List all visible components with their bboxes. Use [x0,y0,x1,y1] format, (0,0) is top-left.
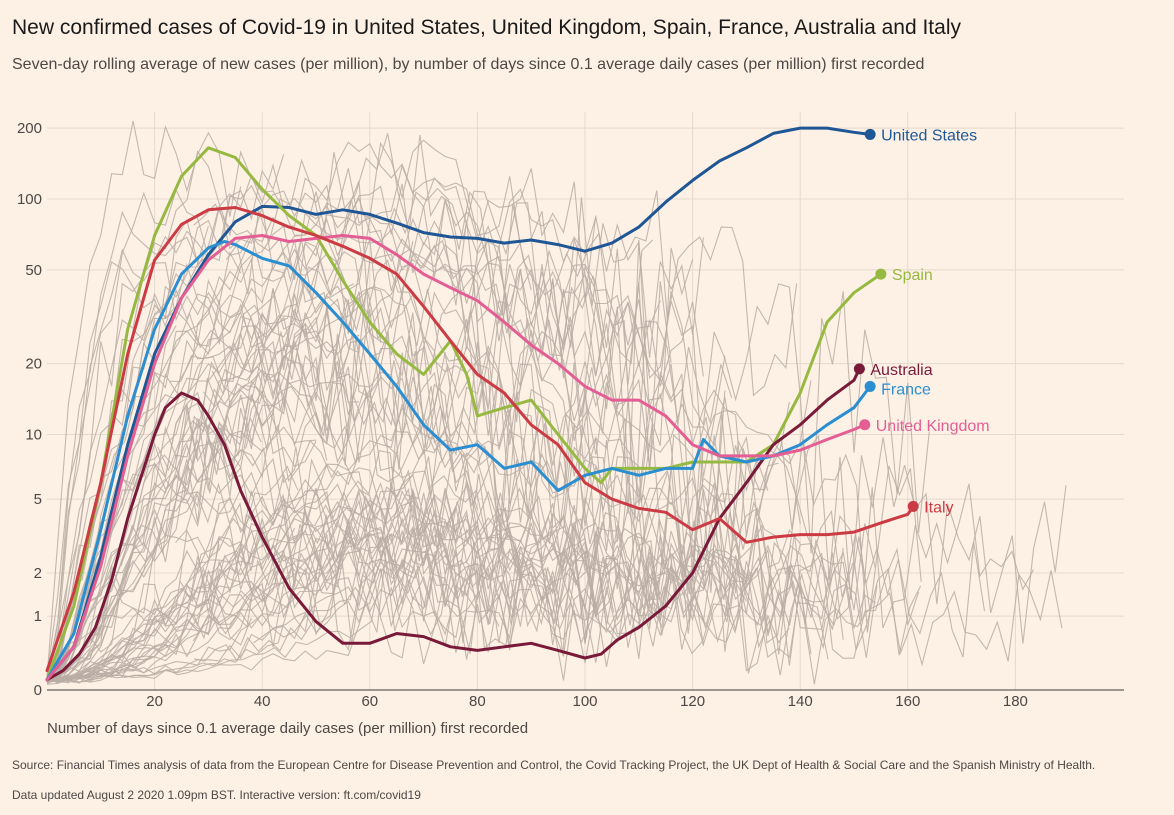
other-country-line [46,498,661,682]
other-country-line [46,354,747,685]
x-tick-label: 100 [572,693,597,710]
other-country-line [46,481,532,683]
series-label: France [881,381,931,398]
x-tick-label: 160 [895,693,920,710]
series-line-france [45,240,872,682]
source-note: Source: Financial Times analysis of data… [12,758,1096,772]
other-country-line [46,584,478,683]
series-line-united-kingdom [45,234,867,682]
chart-subtitle: Seven-day rolling average of new cases (… [12,56,925,73]
x-tick-label: 80 [469,693,486,710]
other-country-line [46,527,295,683]
x-tick-label: 60 [361,693,378,710]
series-label: Australia [870,362,932,379]
x-tick-label: 40 [254,693,271,710]
other-country-line [225,133,798,397]
update-note: Data updated August 2 2020 1.09pm BST. I… [12,788,421,802]
other-country-line [73,566,344,681]
other-country-line [46,467,457,682]
other-country-line [46,380,478,680]
x-axis-label: Number of days since 0.1 average daily c… [47,720,529,737]
series-label: Spain [892,267,933,284]
y-tick-label: 5 [34,491,42,508]
y-tick-label: 0 [34,682,42,699]
x-tick-label: 180 [1003,693,1028,710]
other-country-line [46,443,920,682]
other-country-line [46,261,554,677]
other-country-line [46,230,317,682]
other-country-line [46,214,651,681]
other-country-line [157,187,654,472]
other-country-line [46,471,597,683]
series-end-dot [907,500,919,512]
other-country-line [46,407,435,682]
series-label: Italy [924,499,953,516]
y-tick-label: 1 [34,608,42,625]
y-tick-label: 20 [25,356,42,373]
other-country-line [46,528,812,682]
x-tick-label: 20 [146,693,163,710]
other-country-line [46,248,801,680]
other-country-line [46,525,672,683]
series-end-dot [853,363,865,375]
x-tick-label: 120 [680,693,705,710]
other-country-line [46,473,747,682]
other-country-line [202,365,473,461]
x-tick-label: 140 [788,693,813,710]
other-country-line [46,163,672,678]
other-country-line [182,373,1035,629]
other-country-line [46,292,360,677]
other-country-line [169,354,408,457]
other-country-line [46,339,779,681]
other-country-line [90,422,986,658]
y-tick-label: 200 [17,120,42,137]
other-country-line [46,279,726,683]
other-country-line [200,549,1063,685]
series-end-dot [864,128,876,140]
other-country-line [46,262,704,681]
series-end-dot [859,419,871,431]
other-country-line [46,520,521,683]
series-end-dot [864,380,876,392]
series-line-spain [45,146,883,682]
y-tick-label: 100 [17,191,42,208]
series-end-dot [875,268,887,280]
chart-title: New confirmed cases of Covid-19 in Unite… [12,16,961,39]
other-country-line [123,549,878,679]
other-country-line [47,490,608,681]
y-tick-label: 10 [25,427,42,444]
other-country-line [46,490,877,685]
y-tick-label: 50 [25,262,42,279]
y-tick-label: 2 [34,565,42,582]
series-label: United Kingdom [876,418,990,435]
series-label: United States [881,127,977,144]
series-line-italy [45,206,915,673]
series-line-australia [45,367,861,682]
other-country-line [181,283,355,441]
